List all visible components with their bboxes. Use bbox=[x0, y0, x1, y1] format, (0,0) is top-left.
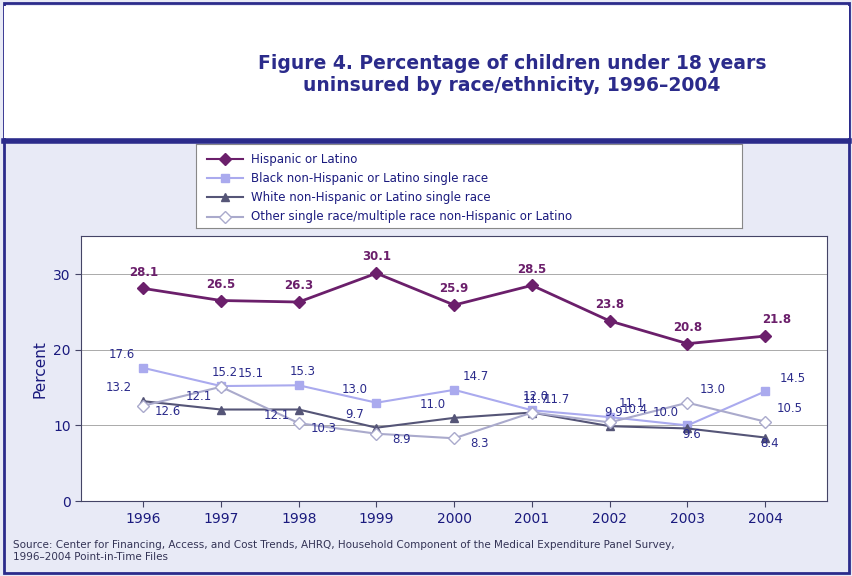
Text: 10.4: 10.4 bbox=[621, 403, 647, 415]
Text: Other single race/multiple race non-Hispanic or Latino: Other single race/multiple race non-Hisp… bbox=[250, 210, 571, 223]
Text: 8.3: 8.3 bbox=[469, 437, 488, 450]
Text: 13.2: 13.2 bbox=[105, 381, 131, 395]
Text: 9.9: 9.9 bbox=[603, 406, 622, 419]
Text: 17.6: 17.6 bbox=[108, 348, 135, 361]
Text: 13.0: 13.0 bbox=[342, 383, 367, 396]
Text: 12.6: 12.6 bbox=[155, 405, 181, 418]
Text: 12.0: 12.0 bbox=[522, 391, 549, 403]
Text: 28.1: 28.1 bbox=[129, 266, 158, 279]
Text: 15.3: 15.3 bbox=[290, 366, 315, 378]
Text: 11.7: 11.7 bbox=[543, 393, 569, 406]
Text: 9.7: 9.7 bbox=[345, 408, 364, 421]
Text: 15.1: 15.1 bbox=[237, 367, 263, 380]
Text: Advancing
Excellence in
Health Care: Advancing Excellence in Health Care bbox=[88, 73, 129, 89]
Text: 13.0: 13.0 bbox=[699, 383, 724, 396]
Text: AHRQ: AHRQ bbox=[89, 40, 129, 53]
Text: 11.0: 11.0 bbox=[419, 398, 445, 411]
Text: 12.1: 12.1 bbox=[263, 408, 290, 422]
Bar bbox=[72, 14, 141, 130]
Bar bbox=[16, 14, 72, 130]
Text: Figure 4. Percentage of children under 18 years
uninsured by race/ethnicity, 199: Figure 4. Percentage of children under 1… bbox=[257, 54, 765, 96]
Text: 11.7: 11.7 bbox=[522, 393, 549, 406]
Text: 21.8: 21.8 bbox=[762, 313, 791, 326]
Text: Black non-Hispanic or Latino single race: Black non-Hispanic or Latino single race bbox=[250, 172, 487, 185]
Text: 28.5: 28.5 bbox=[517, 263, 546, 275]
Text: 9.6: 9.6 bbox=[682, 427, 699, 441]
Text: 10.0: 10.0 bbox=[652, 406, 678, 419]
Text: 10.5: 10.5 bbox=[776, 402, 802, 415]
Text: 20.8: 20.8 bbox=[672, 321, 701, 334]
Text: 10.3: 10.3 bbox=[310, 422, 337, 435]
Text: Hispanic or Latino: Hispanic or Latino bbox=[250, 153, 357, 165]
Text: White non-Hispanic or Latino single race: White non-Hispanic or Latino single race bbox=[250, 191, 490, 204]
Text: 8.9: 8.9 bbox=[392, 433, 410, 446]
Text: 30.1: 30.1 bbox=[361, 251, 390, 263]
Text: 11.1: 11.1 bbox=[618, 397, 644, 410]
Text: 15.2: 15.2 bbox=[211, 366, 238, 379]
Text: 26.3: 26.3 bbox=[284, 279, 313, 292]
Text: 14.7: 14.7 bbox=[463, 370, 488, 383]
Text: 26.5: 26.5 bbox=[206, 278, 235, 291]
Text: Source: Center for Financing, Access, and Cost Trends, AHRQ, Household Component: Source: Center for Financing, Access, an… bbox=[13, 540, 674, 562]
Y-axis label: Percent: Percent bbox=[32, 340, 48, 397]
Text: 25.9: 25.9 bbox=[439, 282, 469, 295]
Text: 14.5: 14.5 bbox=[779, 372, 804, 385]
Text: 23.8: 23.8 bbox=[595, 298, 624, 311]
Text: 12.1: 12.1 bbox=[186, 390, 212, 403]
Text: 8.4: 8.4 bbox=[759, 437, 778, 450]
